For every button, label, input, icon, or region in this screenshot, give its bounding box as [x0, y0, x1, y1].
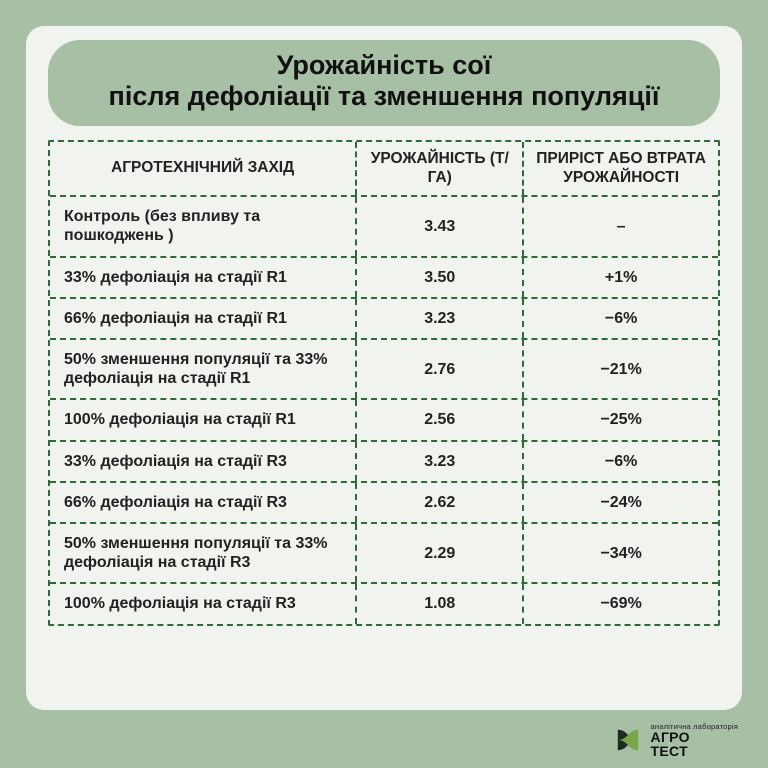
- cell-delta: +1%: [524, 258, 718, 297]
- cell-treatment: 100% дефоліація на стадії R3: [50, 584, 357, 623]
- data-table: АГРОТЕХНІЧНИЙ ЗАХІД УРОЖАЙНІСТЬ (Т/ГА) П…: [48, 140, 720, 625]
- table-header-row: АГРОТЕХНІЧНИЙ ЗАХІД УРОЖАЙНІСТЬ (Т/ГА) П…: [50, 142, 718, 197]
- cell-yield: 2.62: [357, 483, 524, 522]
- table-row: 100% дефоліація на стадії R12.56−25%: [50, 400, 718, 441]
- cell-treatment: 50% зменшення популяції та 33% дефоліаці…: [50, 524, 357, 582]
- card: Урожайність сої після дефоліації та змен…: [26, 26, 742, 710]
- cell-treatment: 100% дефоліація на стадії R1: [50, 400, 357, 439]
- cell-treatment: 33% дефоліація на стадії R1: [50, 258, 357, 297]
- cell-treatment: 66% дефоліація на стадії R1: [50, 299, 357, 338]
- cell-yield: 2.29: [357, 524, 524, 582]
- logo-mark-icon: [611, 723, 645, 757]
- table-row: 50% зменшення популяції та 33% дефоліаці…: [50, 524, 718, 584]
- cell-delta: −24%: [524, 483, 718, 522]
- table-row: 66% дефоліація на стадії R32.62−24%: [50, 483, 718, 524]
- logo-name-1: АГРО: [651, 730, 738, 744]
- table-row: 33% дефоліація на стадії R33.23−6%: [50, 442, 718, 483]
- cell-delta: −34%: [524, 524, 718, 582]
- cell-delta: −25%: [524, 400, 718, 439]
- cell-treatment: Контроль (без впливу та пошкоджень ): [50, 197, 357, 255]
- cell-delta: −21%: [524, 340, 718, 398]
- cell-delta: −6%: [524, 299, 718, 338]
- cell-yield: 3.23: [357, 299, 524, 338]
- table-row: Контроль (без впливу та пошкоджень )3.43…: [50, 197, 718, 257]
- cell-yield: 1.08: [357, 584, 524, 623]
- table-row: 33% дефоліація на стадії R13.50+1%: [50, 258, 718, 299]
- title-line-2: після дефоліації та зменшення популяції: [72, 81, 696, 112]
- cell-yield: 2.76: [357, 340, 524, 398]
- cell-yield: 3.43: [357, 197, 524, 255]
- col-header-delta: ПРИРІСТ АБО ВТРАТА УРОЖАЙНОСТІ: [524, 142, 718, 195]
- logo-name-2: ТЕСТ: [651, 744, 738, 758]
- table-row: 50% зменшення популяції та 33% дефоліаці…: [50, 340, 718, 400]
- logo-text: аналітична лабораторія АГРО ТЕСТ: [651, 723, 738, 759]
- title-line-1: Урожайність сої: [72, 50, 696, 81]
- cell-yield: 2.56: [357, 400, 524, 439]
- cell-delta: –: [524, 197, 718, 255]
- cell-delta: −6%: [524, 442, 718, 481]
- table-row: 100% дефоліація на стадії R31.08−69%: [50, 584, 718, 623]
- cell-treatment: 50% зменшення популяції та 33% дефоліаці…: [50, 340, 357, 398]
- table-body: Контроль (без впливу та пошкоджень )3.43…: [50, 197, 718, 623]
- cell-treatment: 66% дефоліація на стадії R3: [50, 483, 357, 522]
- cell-delta: −69%: [524, 584, 718, 623]
- table-row: 66% дефоліація на стадії R13.23−6%: [50, 299, 718, 340]
- brand-logo: аналітична лабораторія АГРО ТЕСТ: [611, 723, 738, 759]
- col-header-treatment: АГРОТЕХНІЧНИЙ ЗАХІД: [50, 142, 357, 195]
- title-pill: Урожайність сої після дефоліації та змен…: [48, 40, 720, 126]
- col-header-yield: УРОЖАЙНІСТЬ (Т/ГА): [357, 142, 524, 195]
- cell-yield: 3.23: [357, 442, 524, 481]
- cell-treatment: 33% дефоліація на стадії R3: [50, 442, 357, 481]
- cell-yield: 3.50: [357, 258, 524, 297]
